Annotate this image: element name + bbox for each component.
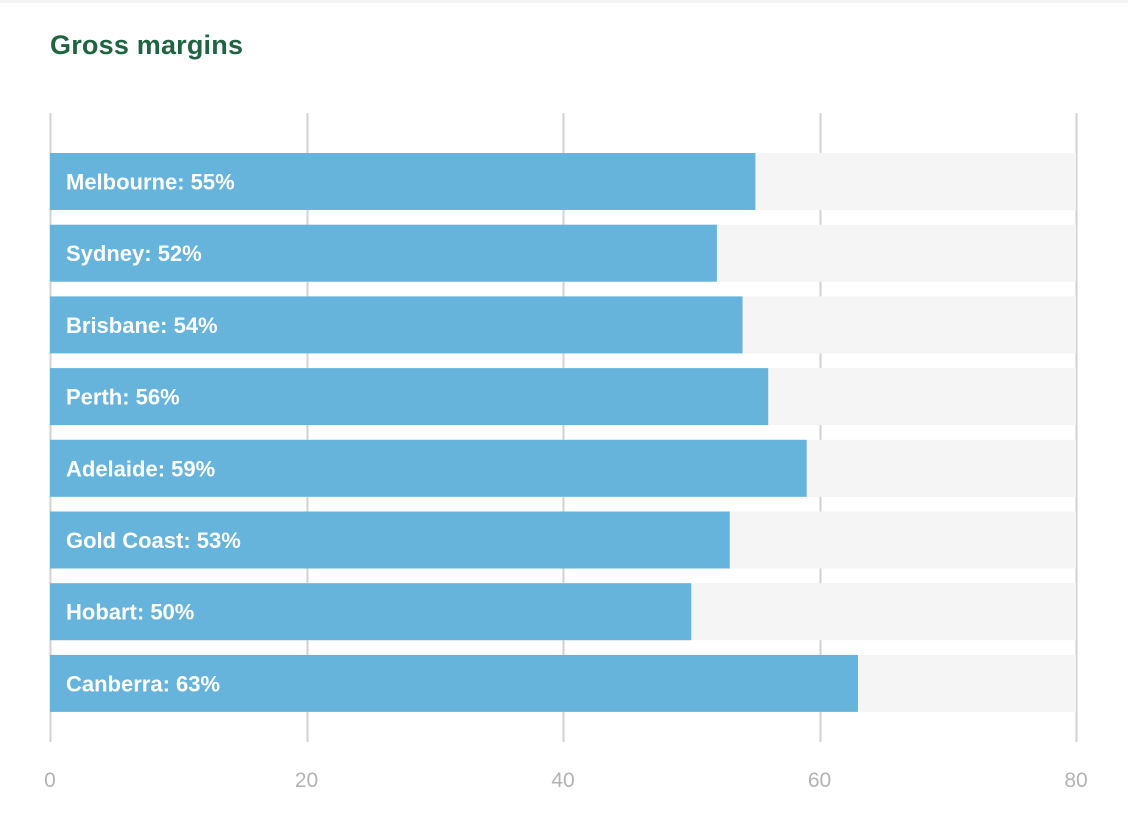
bar (50, 224, 717, 282)
bar-label: Canberra: 63% (66, 671, 220, 696)
bars (50, 153, 858, 712)
bar-label: Brisbane: 54% (66, 313, 218, 338)
bar-label: Hobart: 50% (66, 600, 194, 625)
x-axis-ticks: 0 20 40 60 80 (44, 769, 1088, 792)
bar (50, 296, 743, 354)
bar-label: Sydney: 52% (66, 241, 202, 266)
bar-labels: Melbourne: 55% Sydney: 52% Brisbane: 54% Pe… (66, 170, 241, 697)
bar-label: Melbourne: 55% (66, 170, 235, 195)
bar (50, 153, 756, 210)
x-tick-label: 40 (551, 769, 574, 792)
bar-label: Gold Coast: 53% (66, 528, 241, 553)
x-tick-label: 80 (1064, 769, 1087, 792)
bar (50, 439, 807, 497)
bar-label: Adelaide: 59% (66, 456, 215, 481)
bar-label: Perth: 56% (66, 385, 180, 410)
bar (50, 368, 769, 426)
bar (50, 511, 730, 569)
bar (50, 583, 692, 641)
chart-title: Gross margins (50, 30, 244, 60)
x-tick-label: 60 (808, 769, 831, 792)
top-strip (0, 0, 1128, 3)
x-tick-label: 0 (44, 769, 56, 792)
bar (50, 654, 858, 712)
x-tick-label: 20 (295, 769, 318, 792)
